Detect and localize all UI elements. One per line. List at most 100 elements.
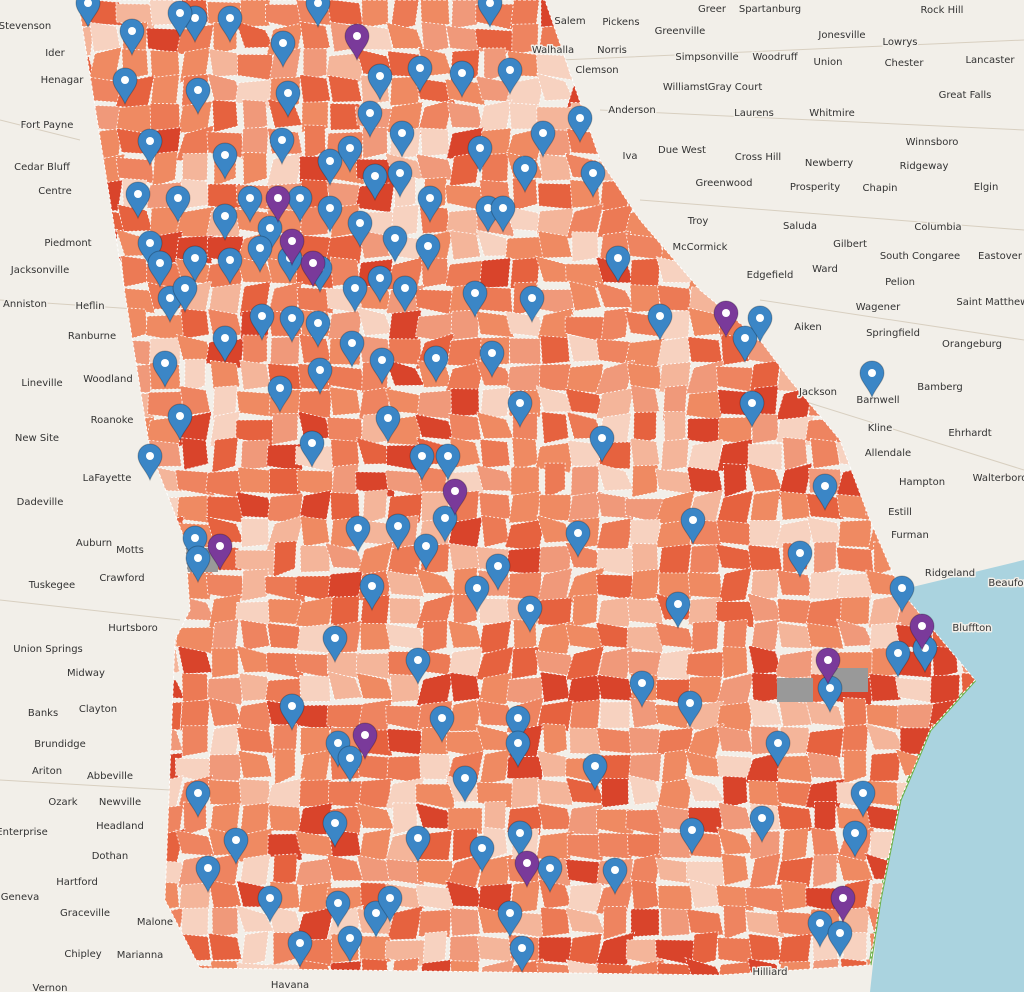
purple-marker[interactable]: [279, 228, 305, 267]
blue-marker[interactable]: [342, 275, 368, 314]
blue-marker[interactable]: [407, 55, 433, 94]
blue-marker[interactable]: [369, 347, 395, 386]
blue-marker[interactable]: [680, 507, 706, 546]
blue-marker[interactable]: [375, 405, 401, 444]
blue-marker[interactable]: [195, 855, 221, 894]
blue-marker[interactable]: [787, 540, 813, 579]
blue-marker[interactable]: [165, 185, 191, 224]
blue-marker[interactable]: [589, 425, 615, 464]
blue-marker[interactable]: [505, 705, 531, 744]
blue-marker[interactable]: [270, 30, 296, 69]
blue-marker[interactable]: [679, 817, 705, 856]
blue-marker[interactable]: [505, 730, 531, 769]
blue-marker[interactable]: [287, 185, 313, 224]
blue-marker[interactable]: [75, 0, 101, 29]
blue-marker[interactable]: [119, 18, 145, 57]
blue-marker[interactable]: [137, 128, 163, 167]
blue-marker[interactable]: [485, 553, 511, 592]
blue-marker[interactable]: [517, 595, 543, 634]
blue-marker[interactable]: [212, 325, 238, 364]
blue-marker[interactable]: [279, 693, 305, 732]
blue-marker[interactable]: [537, 855, 563, 894]
blue-marker[interactable]: [347, 210, 373, 249]
blue-marker[interactable]: [223, 827, 249, 866]
blue-marker[interactable]: [580, 160, 606, 199]
blue-marker[interactable]: [389, 120, 415, 159]
blue-marker[interactable]: [413, 533, 439, 572]
blue-marker[interactable]: [530, 120, 556, 159]
purple-marker[interactable]: [300, 250, 326, 289]
blue-marker[interactable]: [267, 375, 293, 414]
blue-marker[interactable]: [322, 810, 348, 849]
blue-marker[interactable]: [497, 57, 523, 96]
blue-marker[interactable]: [812, 473, 838, 512]
blue-marker[interactable]: [452, 765, 478, 804]
blue-marker[interactable]: [249, 303, 275, 342]
blue-marker[interactable]: [739, 390, 765, 429]
blue-marker[interactable]: [565, 520, 591, 559]
blue-marker[interactable]: [185, 77, 211, 116]
blue-marker[interactable]: [237, 185, 263, 224]
blue-marker[interactable]: [469, 835, 495, 874]
blue-marker[interactable]: [325, 730, 351, 769]
purple-marker[interactable]: [713, 300, 739, 339]
blue-marker[interactable]: [512, 155, 538, 194]
blue-marker[interactable]: [112, 67, 138, 106]
blue-marker[interactable]: [732, 325, 758, 364]
purple-marker[interactable]: [514, 850, 540, 889]
blue-marker[interactable]: [749, 805, 775, 844]
blue-marker[interactable]: [827, 920, 853, 959]
blue-marker[interactable]: [567, 105, 593, 144]
blue-marker[interactable]: [362, 163, 388, 202]
blue-marker[interactable]: [307, 357, 333, 396]
blue-marker[interactable]: [147, 250, 173, 289]
blue-marker[interactable]: [385, 513, 411, 552]
blue-marker[interactable]: [217, 5, 243, 44]
blue-marker[interactable]: [337, 925, 363, 964]
blue-marker[interactable]: [172, 275, 198, 314]
blue-marker[interactable]: [409, 443, 435, 482]
blue-marker[interactable]: [275, 80, 301, 119]
blue-marker[interactable]: [305, 310, 331, 349]
blue-marker[interactable]: [305, 0, 331, 29]
purple-marker[interactable]: [909, 613, 935, 652]
purple-marker[interactable]: [344, 23, 370, 62]
purple-marker[interactable]: [265, 185, 291, 224]
blue-marker[interactable]: [842, 820, 868, 859]
blue-marker[interactable]: [582, 753, 608, 792]
blue-marker[interactable]: [747, 305, 773, 344]
blue-marker[interactable]: [185, 545, 211, 584]
blue-marker[interactable]: [602, 857, 628, 896]
blue-marker[interactable]: [257, 885, 283, 924]
blue-marker[interactable]: [647, 303, 673, 342]
blue-marker[interactable]: [337, 135, 363, 174]
purple-marker[interactable]: [442, 478, 468, 517]
blue-marker[interactable]: [337, 745, 363, 784]
blue-marker[interactable]: [217, 247, 243, 286]
blue-marker[interactable]: [317, 195, 343, 234]
blue-marker[interactable]: [423, 345, 449, 384]
blue-marker[interactable]: [317, 148, 343, 187]
blue-marker[interactable]: [322, 625, 348, 664]
blue-marker[interactable]: [182, 245, 208, 284]
blue-marker[interactable]: [429, 705, 455, 744]
blue-marker[interactable]: [299, 430, 325, 469]
blue-marker[interactable]: [629, 670, 655, 709]
blue-marker[interactable]: [479, 340, 505, 379]
blue-marker[interactable]: [477, 0, 503, 29]
blue-marker[interactable]: [137, 443, 163, 482]
blue-marker[interactable]: [677, 690, 703, 729]
blue-marker[interactable]: [405, 647, 431, 686]
blue-marker[interactable]: [889, 575, 915, 614]
blue-marker[interactable]: [850, 780, 876, 819]
blue-marker[interactable]: [765, 730, 791, 769]
blue-marker[interactable]: [345, 515, 371, 554]
blue-marker[interactable]: [432, 505, 458, 544]
blue-marker[interactable]: [382, 225, 408, 264]
blue-marker[interactable]: [152, 350, 178, 389]
blue-marker[interactable]: [807, 910, 833, 949]
blue-marker[interactable]: [435, 443, 461, 482]
purple-marker[interactable]: [352, 722, 378, 761]
blue-marker[interactable]: [363, 900, 389, 939]
blue-marker[interactable]: [464, 575, 490, 614]
